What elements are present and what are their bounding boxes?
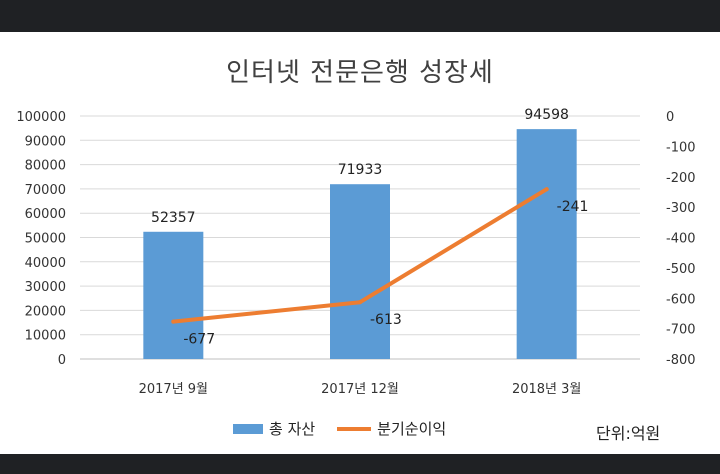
legend-swatch-line (337, 426, 372, 431)
line-point (358, 300, 362, 305)
line-value-label: -613 (370, 312, 402, 328)
bar-value-label: 71933 (338, 162, 383, 178)
y2-tick-label: -300 (666, 201, 696, 216)
y-tick-label: 40000 (25, 256, 66, 271)
bar-value-label: 52357 (151, 210, 196, 226)
bar (516, 129, 577, 359)
y2-tick-label: -500 (666, 262, 696, 277)
x-tick-label: 2017년 9월 (139, 382, 208, 397)
y-tick-label: 50000 (25, 232, 66, 247)
y-tick-label: 10000 (25, 329, 66, 344)
y-tick-label: 60000 (25, 207, 66, 222)
legend: 총 자산 분기순이익 (233, 418, 446, 439)
x-tick-label: 2018년 3월 (512, 382, 581, 397)
y-tick-label: 70000 (25, 183, 66, 198)
y-tick-label: 90000 (25, 134, 66, 149)
y2-tick-label: -800 (666, 353, 696, 368)
bar (143, 231, 204, 359)
y2-tick-label: -100 (666, 140, 696, 155)
legend-label-profit: 분기순이익 (377, 420, 447, 438)
legend-swatch-bar (233, 423, 263, 434)
line-point (171, 319, 176, 324)
legend-label-assets: 총 자산 (269, 420, 316, 438)
line-point (544, 187, 549, 192)
chart-title: 인터넷 전문은행 성장세 (226, 58, 494, 88)
y-tick-label: 20000 (25, 304, 66, 319)
y2-tick-label: -700 (666, 323, 696, 338)
x-tick-label: 2017년 12월 (321, 382, 399, 397)
line-value-label: -677 (183, 332, 215, 348)
y2-tick-label: 0 (666, 110, 674, 125)
unit-note: 단위:억원 (596, 424, 661, 443)
line-value-label: -241 (557, 199, 589, 215)
y2-tick-label: -600 (666, 292, 696, 307)
y2-tick-label: -400 (666, 232, 696, 247)
y-tick-label: 80000 (25, 159, 66, 174)
y-tick-label: 0 (58, 353, 66, 368)
bar (330, 184, 390, 359)
y-tick-label: 100000 (16, 110, 66, 125)
bar-value-label: 94598 (524, 107, 569, 123)
y2-tick-label: -200 (666, 171, 696, 186)
y-tick-label: 30000 (25, 280, 66, 295)
